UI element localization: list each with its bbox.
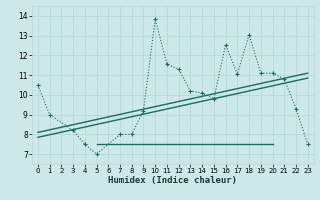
- X-axis label: Humidex (Indice chaleur): Humidex (Indice chaleur): [108, 176, 237, 185]
